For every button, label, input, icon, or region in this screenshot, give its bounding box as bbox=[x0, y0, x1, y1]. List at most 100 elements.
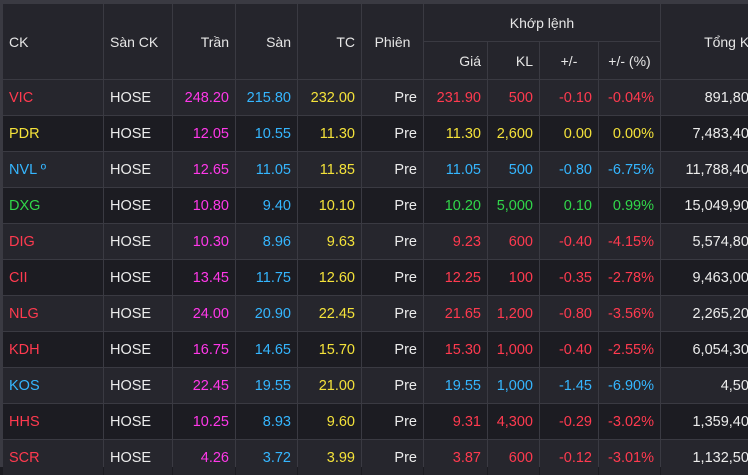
cell-gia: 21.65 bbox=[424, 296, 487, 331]
cell-tc: 232.00 bbox=[298, 80, 361, 115]
cell-tong-kl: 9,463,000 bbox=[661, 260, 748, 295]
cell-ck[interactable]: SCR bbox=[3, 440, 103, 475]
cell-ck[interactable]: VIC bbox=[3, 80, 103, 115]
header-phien[interactable]: Phiên bbox=[362, 4, 423, 79]
cell-gia: 12.25 bbox=[424, 260, 487, 295]
cell-ck[interactable]: PDR bbox=[3, 116, 103, 151]
cell-san: 9.40 bbox=[236, 188, 297, 223]
cell-phien: Pre bbox=[362, 152, 423, 187]
cell-tran: 24.00 bbox=[173, 296, 235, 331]
cell-tran: 10.80 bbox=[173, 188, 235, 223]
cell-tong-kl: 1,132,500 bbox=[661, 440, 748, 475]
cell-phien: Pre bbox=[362, 440, 423, 475]
cell-change-pct: -3.01% bbox=[599, 440, 660, 475]
cell-gia: 231.90 bbox=[424, 80, 487, 115]
cell-tc: 12.60 bbox=[298, 260, 361, 295]
cell-san-ck: HOSE bbox=[104, 152, 172, 187]
cell-phien: Pre bbox=[362, 116, 423, 151]
cell-gia: 10.20 bbox=[424, 188, 487, 223]
cell-tong-kl: 6,054,300 bbox=[661, 332, 748, 367]
cell-tc: 22.45 bbox=[298, 296, 361, 331]
cell-tc: 9.60 bbox=[298, 404, 361, 439]
cell-kl: 600 bbox=[488, 440, 539, 475]
cell-tran: 22.45 bbox=[173, 368, 235, 403]
cell-tc: 9.63 bbox=[298, 224, 361, 259]
cell-phien: Pre bbox=[362, 260, 423, 295]
cell-tong-kl: 2,265,200 bbox=[661, 296, 748, 331]
cell-ck[interactable]: HHS bbox=[3, 404, 103, 439]
cell-phien: Pre bbox=[362, 80, 423, 115]
cell-change: -0.12 bbox=[540, 440, 598, 475]
cell-tong-kl: 4,500 bbox=[661, 368, 748, 403]
cell-san: 8.93 bbox=[236, 404, 297, 439]
cell-tran: 248.20 bbox=[173, 80, 235, 115]
cell-tc: 15.70 bbox=[298, 332, 361, 367]
header-san-ck[interactable]: Sàn CK bbox=[104, 4, 172, 79]
cell-phien: Pre bbox=[362, 188, 423, 223]
cell-change: -0.40 bbox=[540, 332, 598, 367]
cell-gia: 15.30 bbox=[424, 332, 487, 367]
header-change-pct[interactable]: +/- (%) bbox=[599, 42, 660, 79]
cell-ck[interactable]: KDH bbox=[3, 332, 103, 367]
cell-gia: 11.05 bbox=[424, 152, 487, 187]
cell-tc: 21.00 bbox=[298, 368, 361, 403]
cell-kl: 1,000 bbox=[488, 368, 539, 403]
header-change[interactable]: +/- bbox=[540, 42, 598, 79]
cell-ck[interactable]: DXG bbox=[3, 188, 103, 223]
cell-change-pct: -4.15% bbox=[599, 224, 660, 259]
cell-ck[interactable]: NLG bbox=[3, 296, 103, 331]
cell-tong-kl: 891,800 bbox=[661, 80, 748, 115]
cell-tong-kl: 11,788,400 bbox=[661, 152, 748, 187]
cell-san-ck: HOSE bbox=[104, 260, 172, 295]
cell-change: -0.40 bbox=[540, 224, 598, 259]
cell-tc: 10.10 bbox=[298, 188, 361, 223]
header-tong-kl[interactable]: Tổng KL bbox=[661, 4, 748, 79]
cell-ck[interactable]: KOS bbox=[3, 368, 103, 403]
cell-kl: 100 bbox=[488, 260, 539, 295]
header-kl[interactable]: KL bbox=[488, 42, 539, 79]
cell-san-ck: HOSE bbox=[104, 404, 172, 439]
cell-ck[interactable]: DIG bbox=[3, 224, 103, 259]
header-tc[interactable]: TC bbox=[298, 4, 361, 79]
cell-change: 0.00 bbox=[540, 116, 598, 151]
cell-change-pct: -2.55% bbox=[599, 332, 660, 367]
header-ck[interactable]: CK bbox=[3, 4, 103, 79]
cell-tran: 10.25 bbox=[173, 404, 235, 439]
cell-change: -0.29 bbox=[540, 404, 598, 439]
cell-san: 19.55 bbox=[236, 368, 297, 403]
cell-gia: 19.55 bbox=[424, 368, 487, 403]
cell-kl: 5,000 bbox=[488, 188, 539, 223]
cell-tran: 13.45 bbox=[173, 260, 235, 295]
cell-tong-kl: 15,049,900 bbox=[661, 188, 748, 223]
cell-change: 0.10 bbox=[540, 188, 598, 223]
cell-san: 20.90 bbox=[236, 296, 297, 331]
cell-san: 10.55 bbox=[236, 116, 297, 151]
cell-change-pct: -3.02% bbox=[599, 404, 660, 439]
cell-kl: 500 bbox=[488, 80, 539, 115]
cell-change: -0.80 bbox=[540, 152, 598, 187]
header-tran[interactable]: Trần bbox=[173, 4, 235, 79]
cell-phien: Pre bbox=[362, 224, 423, 259]
cell-gia: 9.23 bbox=[424, 224, 487, 259]
cell-ck[interactable]: NVL º bbox=[3, 152, 103, 187]
cell-tran: 10.30 bbox=[173, 224, 235, 259]
cell-gia: 3.87 bbox=[424, 440, 487, 475]
cell-ck[interactable]: CII bbox=[3, 260, 103, 295]
cell-san: 3.72 bbox=[236, 440, 297, 475]
cell-san-ck: HOSE bbox=[104, 440, 172, 475]
cell-change-pct: -0.04% bbox=[599, 80, 660, 115]
cell-kl: 2,600 bbox=[488, 116, 539, 151]
header-san[interactable]: Sàn bbox=[236, 4, 297, 79]
cell-change: -0.80 bbox=[540, 296, 598, 331]
cell-san-ck: HOSE bbox=[104, 224, 172, 259]
header-gia[interactable]: Giá bbox=[424, 42, 487, 79]
cell-san-ck: HOSE bbox=[104, 116, 172, 151]
cell-phien: Pre bbox=[362, 296, 423, 331]
cell-san: 8.96 bbox=[236, 224, 297, 259]
cell-phien: Pre bbox=[362, 332, 423, 367]
cell-san-ck: HOSE bbox=[104, 332, 172, 367]
cell-tran: 12.65 bbox=[173, 152, 235, 187]
cell-san-ck: HOSE bbox=[104, 188, 172, 223]
cell-san: 11.05 bbox=[236, 152, 297, 187]
